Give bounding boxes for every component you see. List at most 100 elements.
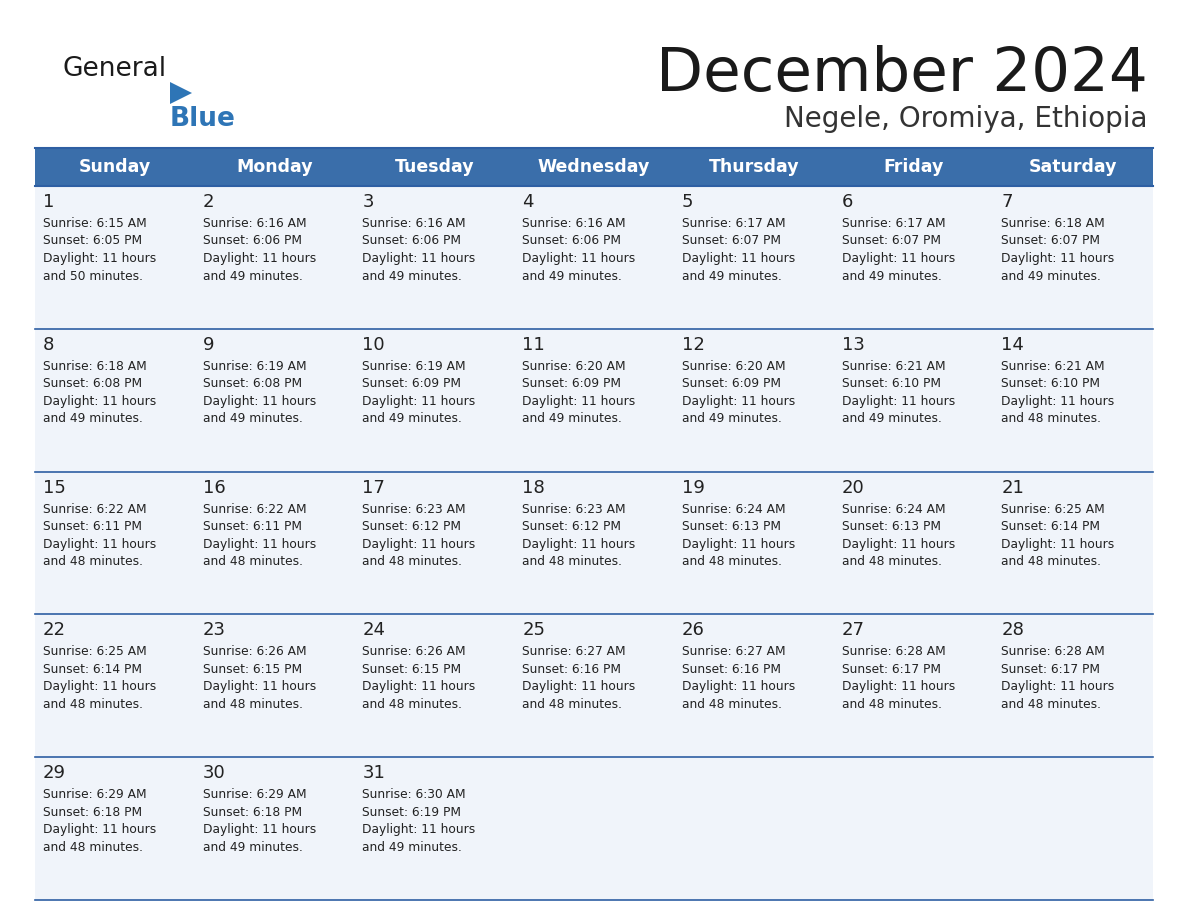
Text: Sunrise: 6:29 AM: Sunrise: 6:29 AM (43, 789, 146, 801)
Text: Sunrise: 6:21 AM: Sunrise: 6:21 AM (1001, 360, 1105, 373)
Text: Sunset: 6:14 PM: Sunset: 6:14 PM (43, 663, 143, 676)
Text: Sunset: 6:05 PM: Sunset: 6:05 PM (43, 234, 143, 248)
Text: Sunset: 6:16 PM: Sunset: 6:16 PM (682, 663, 781, 676)
Text: 4: 4 (523, 193, 533, 211)
Text: Wednesday: Wednesday (538, 158, 650, 176)
Text: Daylight: 11 hours: Daylight: 11 hours (362, 395, 475, 408)
Text: Daylight: 11 hours: Daylight: 11 hours (362, 680, 475, 693)
Text: 13: 13 (841, 336, 865, 353)
Text: and 48 minutes.: and 48 minutes. (523, 698, 623, 711)
Text: and 48 minutes.: and 48 minutes. (203, 555, 303, 568)
Text: 20: 20 (841, 478, 865, 497)
Text: Friday: Friday (883, 158, 943, 176)
Text: Sunrise: 6:17 AM: Sunrise: 6:17 AM (841, 217, 946, 230)
Text: Sunset: 6:15 PM: Sunset: 6:15 PM (362, 663, 462, 676)
Text: and 49 minutes.: and 49 minutes. (682, 270, 782, 283)
Text: Sunset: 6:07 PM: Sunset: 6:07 PM (1001, 234, 1100, 248)
Text: 6: 6 (841, 193, 853, 211)
Text: Daylight: 11 hours: Daylight: 11 hours (841, 252, 955, 265)
Text: Sunrise: 6:28 AM: Sunrise: 6:28 AM (841, 645, 946, 658)
Text: Daylight: 11 hours: Daylight: 11 hours (43, 680, 157, 693)
Text: Daylight: 11 hours: Daylight: 11 hours (203, 252, 316, 265)
Text: Sunrise: 6:25 AM: Sunrise: 6:25 AM (1001, 502, 1105, 516)
Text: Sunset: 6:16 PM: Sunset: 6:16 PM (523, 663, 621, 676)
Text: and 48 minutes.: and 48 minutes. (362, 555, 462, 568)
Text: Daylight: 11 hours: Daylight: 11 hours (841, 538, 955, 551)
Text: Sunrise: 6:16 AM: Sunrise: 6:16 AM (362, 217, 466, 230)
Text: Negele, Oromiya, Ethiopia: Negele, Oromiya, Ethiopia (784, 105, 1148, 133)
Text: Sunrise: 6:18 AM: Sunrise: 6:18 AM (43, 360, 147, 373)
Text: and 48 minutes.: and 48 minutes. (362, 698, 462, 711)
Text: Daylight: 11 hours: Daylight: 11 hours (841, 395, 955, 408)
Text: Monday: Monday (236, 158, 312, 176)
Text: 15: 15 (43, 478, 65, 497)
Text: and 49 minutes.: and 49 minutes. (362, 841, 462, 854)
Text: Sunrise: 6:23 AM: Sunrise: 6:23 AM (523, 502, 626, 516)
Text: Sunrise: 6:20 AM: Sunrise: 6:20 AM (682, 360, 785, 373)
Text: Sunrise: 6:29 AM: Sunrise: 6:29 AM (203, 789, 307, 801)
Bar (34, 148, 1154, 186)
Text: and 49 minutes.: and 49 minutes. (203, 412, 303, 425)
Text: 23: 23 (203, 621, 226, 640)
Text: 31: 31 (362, 764, 385, 782)
Text: Thursday: Thursday (708, 158, 800, 176)
Text: Sunset: 6:11 PM: Sunset: 6:11 PM (203, 521, 302, 533)
Text: and 48 minutes.: and 48 minutes. (841, 555, 942, 568)
Text: 26: 26 (682, 621, 704, 640)
Text: Sunrise: 6:20 AM: Sunrise: 6:20 AM (523, 360, 626, 373)
Text: Sunset: 6:06 PM: Sunset: 6:06 PM (362, 234, 461, 248)
Text: Daylight: 11 hours: Daylight: 11 hours (1001, 395, 1114, 408)
Text: and 49 minutes.: and 49 minutes. (841, 270, 941, 283)
Text: 24: 24 (362, 621, 385, 640)
Text: Sunset: 6:13 PM: Sunset: 6:13 PM (682, 521, 781, 533)
Text: Sunrise: 6:22 AM: Sunrise: 6:22 AM (203, 502, 307, 516)
Text: and 49 minutes.: and 49 minutes. (523, 270, 623, 283)
Text: and 49 minutes.: and 49 minutes. (362, 412, 462, 425)
Text: and 48 minutes.: and 48 minutes. (43, 698, 143, 711)
Text: Sunrise: 6:15 AM: Sunrise: 6:15 AM (43, 217, 147, 230)
Text: 30: 30 (203, 764, 226, 782)
Text: Sunset: 6:13 PM: Sunset: 6:13 PM (841, 521, 941, 533)
Text: and 48 minutes.: and 48 minutes. (1001, 555, 1101, 568)
Text: 2: 2 (203, 193, 214, 211)
Text: and 48 minutes.: and 48 minutes. (682, 555, 782, 568)
Text: and 48 minutes.: and 48 minutes. (682, 698, 782, 711)
Text: and 49 minutes.: and 49 minutes. (523, 412, 623, 425)
Text: Sunset: 6:14 PM: Sunset: 6:14 PM (1001, 521, 1100, 533)
Text: December 2024: December 2024 (656, 45, 1148, 104)
Text: and 48 minutes.: and 48 minutes. (1001, 412, 1101, 425)
Text: Daylight: 11 hours: Daylight: 11 hours (1001, 252, 1114, 265)
Text: Sunset: 6:09 PM: Sunset: 6:09 PM (523, 377, 621, 390)
Text: Sunrise: 6:16 AM: Sunrise: 6:16 AM (523, 217, 626, 230)
Text: and 48 minutes.: and 48 minutes. (841, 698, 942, 711)
Text: 18: 18 (523, 478, 545, 497)
Polygon shape (170, 82, 192, 104)
Text: Sunrise: 6:17 AM: Sunrise: 6:17 AM (682, 217, 785, 230)
Text: Sunset: 6:07 PM: Sunset: 6:07 PM (841, 234, 941, 248)
Text: Sunset: 6:09 PM: Sunset: 6:09 PM (682, 377, 781, 390)
Text: Sunset: 6:18 PM: Sunset: 6:18 PM (203, 806, 302, 819)
Text: Sunrise: 6:27 AM: Sunrise: 6:27 AM (523, 645, 626, 658)
Text: Sunrise: 6:23 AM: Sunrise: 6:23 AM (362, 502, 466, 516)
Text: Saturday: Saturday (1029, 158, 1118, 176)
Text: 8: 8 (43, 336, 55, 353)
Text: 27: 27 (841, 621, 865, 640)
Text: Sunday: Sunday (78, 158, 151, 176)
Text: 3: 3 (362, 193, 374, 211)
Text: Sunset: 6:07 PM: Sunset: 6:07 PM (682, 234, 781, 248)
Text: Daylight: 11 hours: Daylight: 11 hours (523, 395, 636, 408)
Bar (34, 614, 1154, 757)
Text: and 48 minutes.: and 48 minutes. (43, 841, 143, 854)
Text: Daylight: 11 hours: Daylight: 11 hours (43, 395, 157, 408)
Bar (34, 186, 1154, 329)
Text: Sunrise: 6:24 AM: Sunrise: 6:24 AM (682, 502, 785, 516)
Text: Sunrise: 6:21 AM: Sunrise: 6:21 AM (841, 360, 946, 373)
Text: Daylight: 11 hours: Daylight: 11 hours (523, 252, 636, 265)
Text: Sunrise: 6:25 AM: Sunrise: 6:25 AM (43, 645, 147, 658)
Text: 16: 16 (203, 478, 226, 497)
Text: 11: 11 (523, 336, 545, 353)
Text: and 49 minutes.: and 49 minutes. (1001, 270, 1101, 283)
Text: Sunset: 6:15 PM: Sunset: 6:15 PM (203, 663, 302, 676)
Text: and 49 minutes.: and 49 minutes. (203, 270, 303, 283)
Text: 25: 25 (523, 621, 545, 640)
